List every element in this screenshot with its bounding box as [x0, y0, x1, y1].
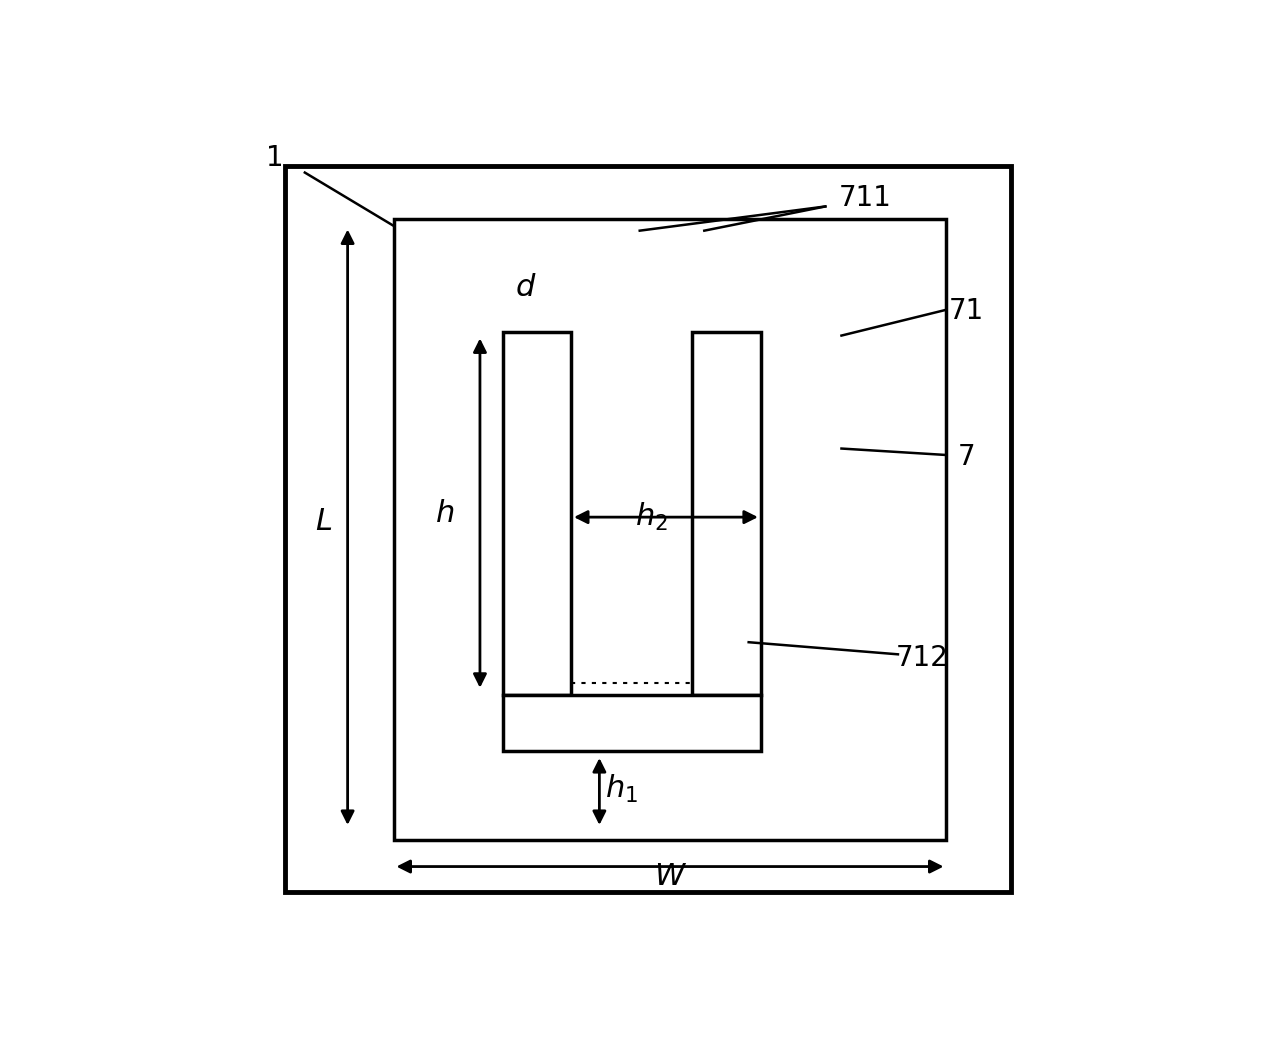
- Bar: [693, 331, 761, 695]
- Bar: [503, 695, 761, 751]
- Text: 71: 71: [949, 298, 985, 325]
- Text: W: W: [655, 861, 685, 891]
- Text: h: h: [436, 499, 456, 527]
- Text: d: d: [516, 272, 535, 302]
- Text: $h_2$: $h_2$: [635, 501, 667, 533]
- Text: 7: 7: [958, 442, 976, 471]
- Text: L: L: [315, 506, 332, 536]
- Text: 1: 1: [267, 144, 284, 172]
- Bar: [503, 331, 571, 695]
- Text: 711: 711: [839, 184, 892, 213]
- Text: $h_1$: $h_1$: [605, 773, 638, 805]
- Text: 712: 712: [896, 645, 948, 673]
- Bar: [393, 219, 947, 839]
